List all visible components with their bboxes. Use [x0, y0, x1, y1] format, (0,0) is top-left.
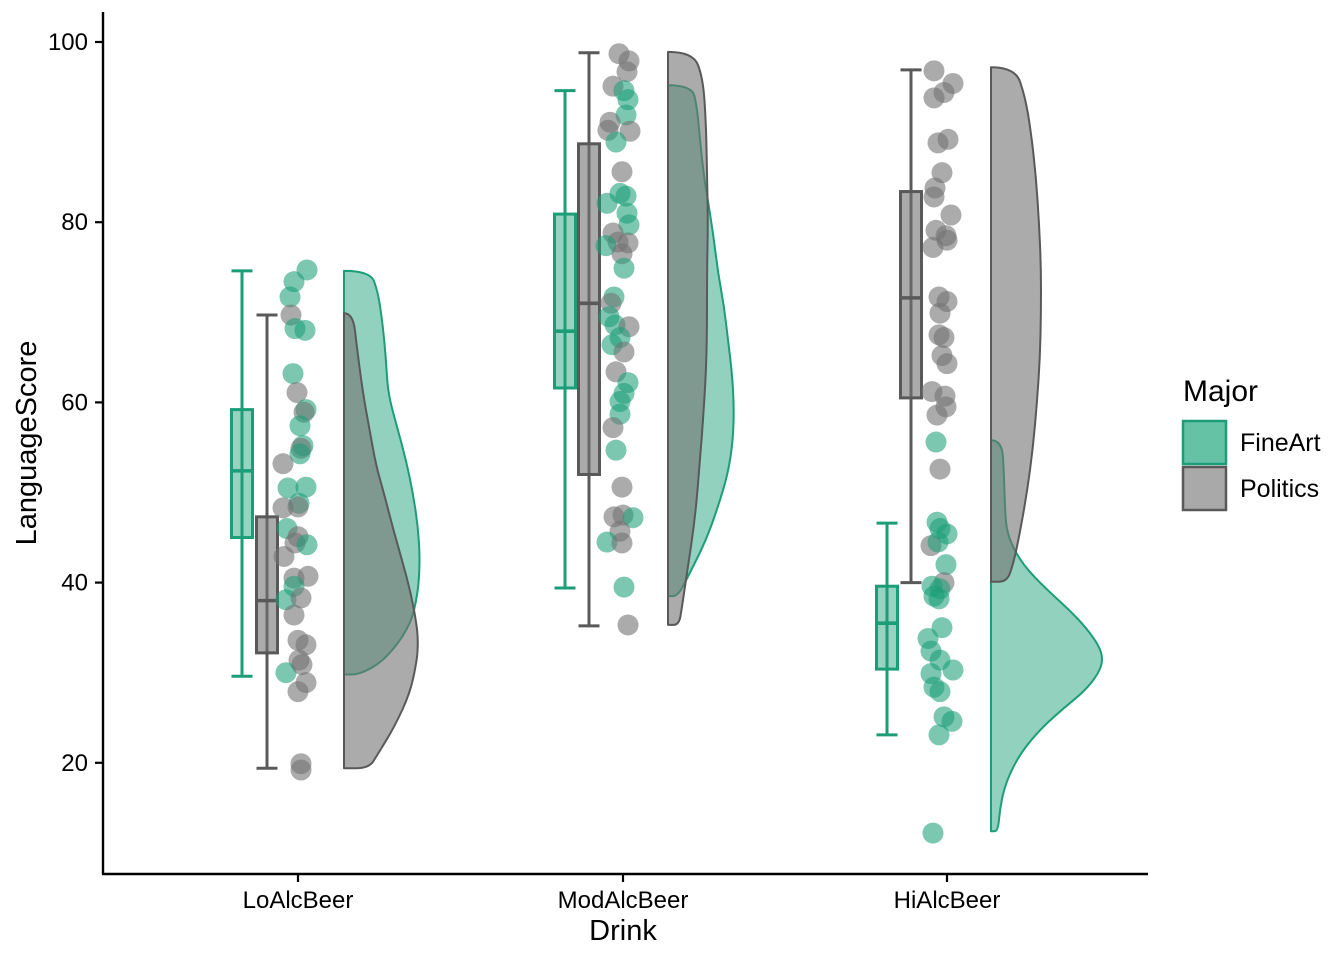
data-point — [618, 214, 640, 236]
data-point — [615, 104, 637, 126]
boxplot-ModAlcBeer-FineArt — [553, 89, 577, 590]
data-point — [933, 327, 955, 349]
boxplot-HiAlcBeer-FineArt — [875, 521, 899, 737]
boxplot-LoAlcBeer-Politics — [255, 313, 279, 770]
data-point — [929, 302, 951, 324]
y-tick-label: 40 — [61, 570, 88, 597]
y-tick-label: 80 — [61, 209, 88, 236]
data-point — [940, 204, 962, 226]
cloud-HiAlcBeer-Politics — [990, 66, 1042, 583]
data-point — [929, 458, 951, 480]
legend-label-politics: Politics — [1240, 475, 1319, 503]
y-tick-label: 20 — [61, 750, 88, 777]
data-point — [275, 662, 297, 684]
data-point — [291, 654, 313, 676]
data-point — [605, 131, 627, 153]
boxplot-ModAlcBeer-Politics — [577, 51, 601, 628]
data-point — [287, 681, 309, 703]
data-point — [290, 587, 312, 609]
boxplot-LoAlcBeer-FineArt — [230, 269, 254, 678]
box — [230, 408, 254, 540]
data-point — [602, 417, 624, 439]
data-point — [279, 286, 301, 308]
plot-panel: 20 40 60 80 100 LoAlcBeer ModAlcBeer HiAlcBeer — [48, 12, 1148, 914]
x-tick-label: HiAlcBeer — [894, 887, 1001, 914]
legend: Major FineArt Politics — [1181, 375, 1321, 512]
data-point — [611, 476, 633, 498]
data-point — [611, 532, 633, 554]
y-tick-label: 60 — [61, 389, 88, 416]
data-point — [611, 161, 633, 183]
data-point — [596, 531, 618, 553]
data-point — [613, 576, 635, 598]
box — [899, 190, 923, 400]
data-point — [941, 710, 963, 732]
data-point — [272, 497, 294, 519]
data-point — [289, 443, 311, 465]
data-point — [613, 257, 635, 279]
y-axis-title: LanguageScore — [11, 341, 43, 546]
data-point — [622, 507, 644, 529]
box — [553, 212, 577, 390]
data-point — [277, 477, 299, 499]
data-point — [272, 453, 294, 475]
data-point — [596, 192, 618, 214]
x-tick-label: LoAlcBeer — [243, 887, 354, 914]
data-point — [617, 614, 639, 636]
data-point — [605, 439, 627, 461]
data-point — [290, 759, 312, 781]
data-point — [928, 588, 950, 610]
data-point — [616, 61, 638, 83]
data-point — [922, 822, 944, 844]
legend-title: Major — [1183, 375, 1258, 408]
cloud-LoAlcBeer-Politics — [343, 312, 419, 770]
legend-label-finearts: FineArt — [1240, 429, 1321, 457]
data-point — [928, 724, 950, 746]
data-point — [927, 132, 949, 154]
data-point — [295, 476, 317, 498]
data-point — [617, 89, 639, 111]
cloud-ModAlcBeer-Politics — [667, 50, 709, 626]
data-point — [942, 659, 964, 681]
box — [577, 142, 601, 476]
data-point — [283, 604, 305, 626]
data-point — [923, 87, 945, 109]
data-point — [613, 341, 635, 363]
y-tick-label: 100 — [48, 29, 88, 56]
data-point — [273, 545, 295, 567]
data-point — [287, 496, 309, 518]
data-point — [296, 534, 318, 556]
x-axis-title: Drink — [589, 915, 657, 947]
boxplot-HiAlcBeer-Politics — [899, 68, 923, 585]
data-point — [929, 681, 951, 703]
data-point — [289, 415, 311, 437]
legend-swatch-finearts — [1181, 419, 1228, 466]
data-point — [926, 404, 948, 426]
data-point — [286, 381, 308, 403]
data-point — [294, 319, 316, 341]
x-tick-label: ModAlcBeer — [558, 887, 689, 914]
legend-swatch-politics — [1181, 465, 1228, 512]
data-point — [615, 185, 637, 207]
data-point — [282, 363, 304, 385]
data-point — [923, 60, 945, 82]
data-point — [927, 531, 949, 553]
box — [875, 584, 899, 671]
data-point — [923, 186, 945, 208]
data-point — [922, 236, 944, 258]
box — [255, 515, 279, 655]
data-point — [935, 554, 957, 576]
data-point — [925, 431, 947, 453]
data-point — [936, 353, 958, 375]
data-point — [595, 235, 617, 257]
